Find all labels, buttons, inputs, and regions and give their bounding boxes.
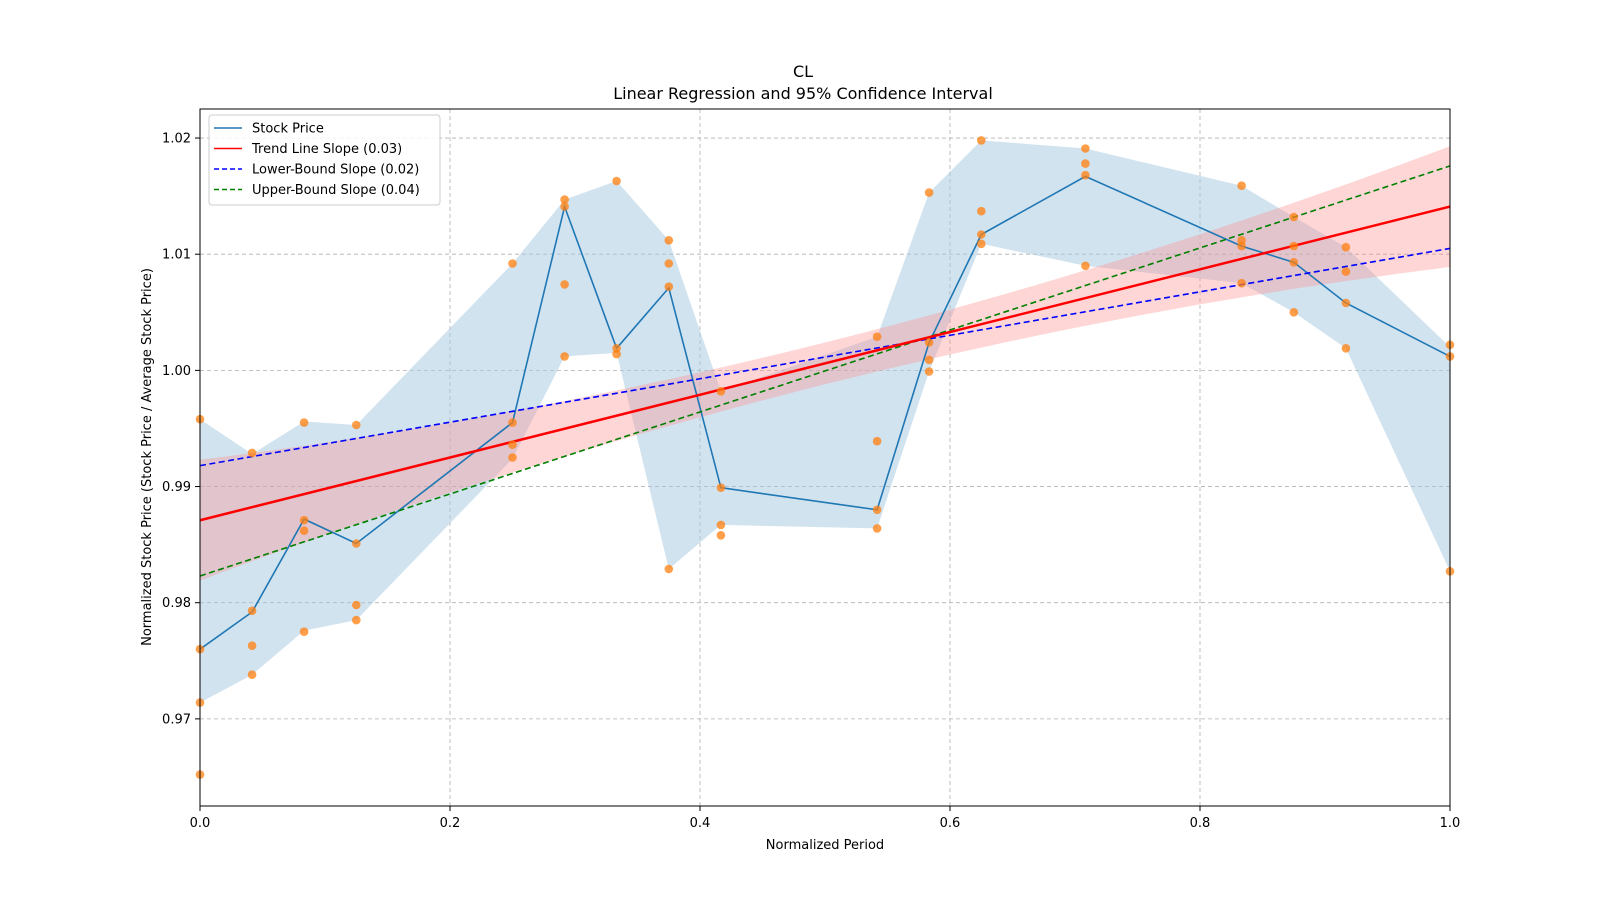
legend-label: Upper-Bound Slope (0.04): [252, 183, 420, 198]
scatter-point: [716, 483, 726, 493]
scatter-point: [1289, 241, 1299, 251]
stock-price-band: [200, 140, 1450, 703]
legend-label: Lower-Bound Slope (0.02): [252, 163, 419, 178]
scatter-point: [1081, 159, 1090, 168]
legend-box: [208, 114, 441, 206]
x-tick-label: 0.6: [940, 816, 961, 831]
scatter-point: [924, 367, 934, 376]
scatter-point: [924, 188, 934, 197]
chart-title: CL: [793, 62, 813, 81]
scatter-point: [1237, 181, 1246, 190]
scatter-point: [1289, 308, 1299, 317]
scatter-point: [560, 280, 569, 289]
x-tick-label: 0.2: [440, 816, 461, 831]
scatter-point: [612, 176, 621, 186]
scatter-point: [508, 259, 517, 268]
y-tick-label: 0.98: [162, 596, 191, 611]
scatter-point: [299, 515, 309, 525]
x-tick-label: 0.4: [690, 816, 711, 831]
scatter-point: [508, 418, 517, 427]
y-tick-label: 1.01: [162, 248, 191, 263]
scatter-point: [1237, 278, 1246, 288]
scatter-point: [1237, 241, 1246, 251]
scatter-point: [1341, 298, 1351, 308]
scatter-point: [1341, 242, 1351, 252]
scatter-point: [1289, 212, 1299, 222]
scatter-point: [560, 352, 569, 361]
scatter-point: [1081, 261, 1090, 271]
scatter-point: [612, 349, 621, 359]
scatter-point: [664, 236, 674, 245]
scatter-point: [1081, 170, 1090, 180]
scatter-point: [247, 448, 257, 458]
upper-bound-line: [199, 165, 1451, 577]
y-tick-label: 1.02: [162, 132, 191, 147]
scatter-point: [247, 670, 257, 679]
legend: Stock Price Trend Line Slope (0.03) Lower-…: [208, 114, 441, 206]
scatter-point: [872, 436, 882, 446]
chart-subtitle: Linear Regression and 95% Confidence Int…: [613, 84, 993, 103]
axis-ticks: 0.0 0.2 0.4 0.6 0.8 1.0 0.97 0.98 0.99 1.00 1.01 1.…: [162, 132, 1460, 831]
x-tick-label: 0.0: [190, 816, 211, 831]
scatter-point: [716, 531, 726, 540]
scatter-point: [508, 440, 517, 450]
scatter-point: [977, 230, 986, 239]
scatter-point: [352, 600, 361, 610]
scatter-point: [924, 338, 934, 347]
scatter-point: [299, 526, 309, 535]
scatter-point: [1341, 267, 1351, 276]
scatter-point: [716, 387, 726, 396]
scatter-point: [247, 606, 257, 616]
scatter-point: [508, 453, 517, 462]
scatter-point: [1289, 258, 1299, 267]
legend-label: Stock Price: [252, 122, 324, 137]
scatter-point: [664, 564, 674, 574]
x-tick-label: 0.8: [1190, 816, 1211, 831]
scatter-point: [352, 615, 361, 625]
confidence-bands: [200, 140, 1450, 703]
scatter-point: [247, 641, 257, 650]
x-axis-label: Normalized Period: [766, 838, 884, 853]
scatter-point: [977, 206, 986, 216]
scatter-point: [1341, 344, 1351, 353]
scatter-point: [352, 539, 361, 548]
scatter-point: [1081, 144, 1090, 153]
scatter-point: [977, 136, 986, 145]
scatter-point: [560, 202, 569, 211]
scatter-point: [664, 259, 674, 268]
scatter-point: [299, 627, 309, 636]
y-tick-label: 0.99: [162, 480, 191, 495]
scatter-point: [924, 355, 934, 365]
x-tick-label: 1.0: [1440, 816, 1461, 831]
scatter-point: [872, 332, 882, 342]
scatter-point: [560, 195, 569, 204]
legend-label: Trend Line Slope (0.03): [251, 142, 402, 157]
scatter-point: [872, 524, 882, 533]
y-tick-label: 1.00: [162, 364, 191, 379]
scatter-point: [352, 420, 361, 430]
trend-line: [199, 205, 1451, 522]
scatter-point: [299, 418, 309, 427]
scatter-point: [664, 282, 674, 292]
scatter-point: [977, 239, 986, 249]
scatter-point: [872, 505, 882, 515]
y-tick-label: 0.97: [162, 712, 191, 727]
y-axis-label: Normalized Stock Price (Stock Price / Av…: [140, 268, 155, 646]
scatter-point: [716, 520, 726, 530]
plot-frame: [199, 108, 1451, 807]
